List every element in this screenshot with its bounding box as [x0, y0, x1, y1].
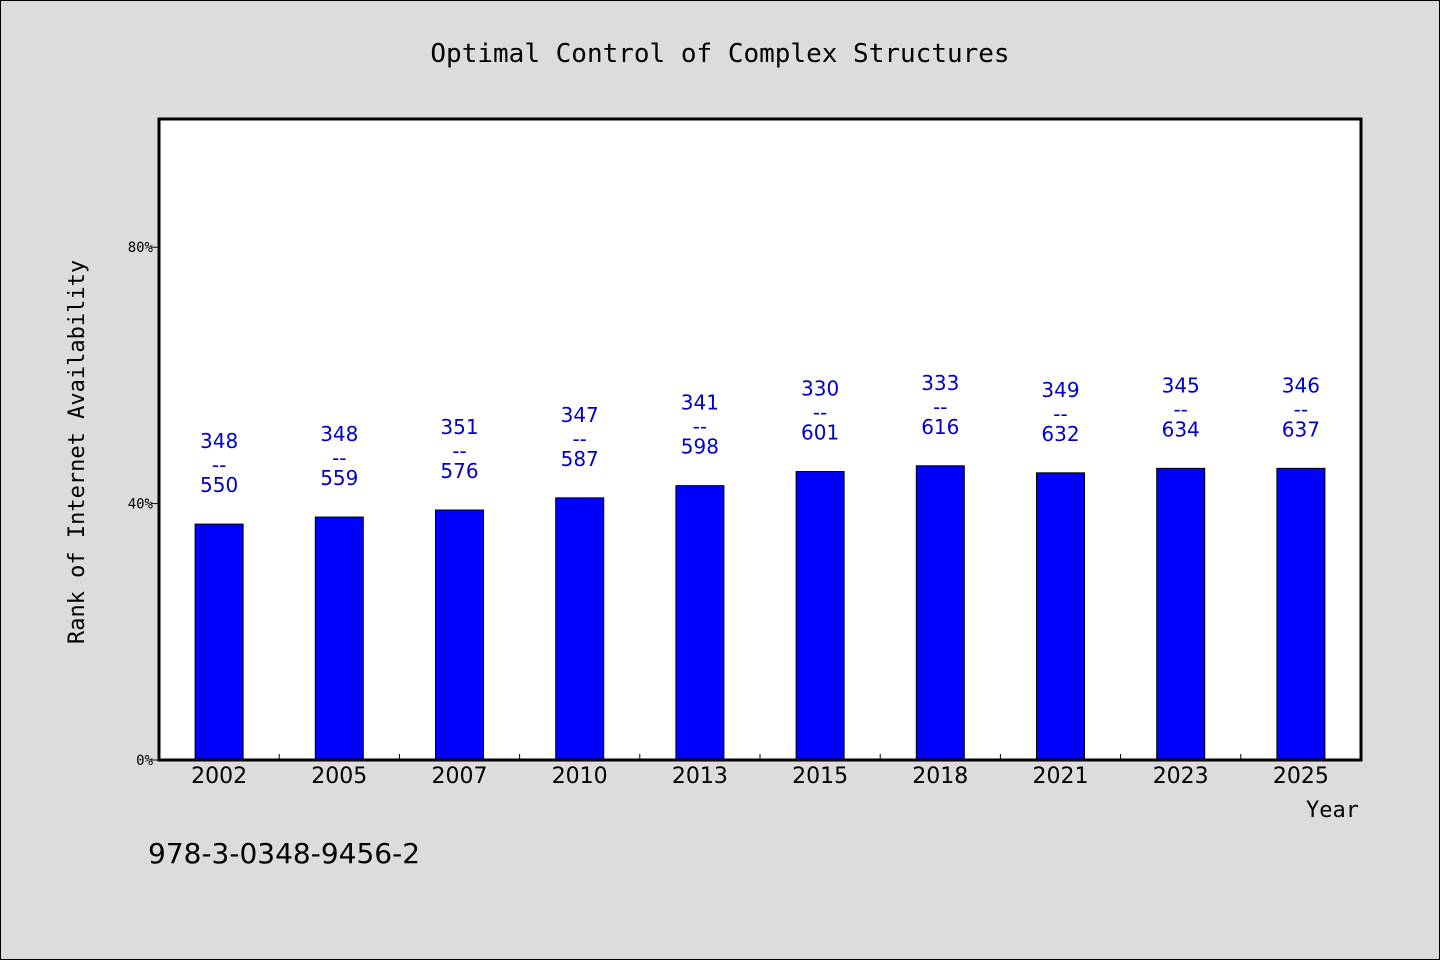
bar-label-top: 351 [440, 415, 478, 439]
bar-label-top: 345 [1162, 373, 1200, 397]
bar-label-separator: -- [693, 415, 707, 439]
bar-label-bottom: 559 [320, 466, 358, 490]
bars-layer [194, 465, 1326, 761]
y-tick-label: 0% [136, 753, 153, 769]
bar-label-top: 348 [200, 429, 238, 453]
bar-label-top: 341 [681, 391, 719, 415]
plot-border [157, 117, 1363, 762]
bar [555, 497, 605, 761]
bar-label-top: 330 [801, 377, 839, 401]
bar-label-top: 347 [561, 403, 599, 427]
bar-label-separator: -- [212, 453, 226, 477]
bar-label-top: 346 [1282, 373, 1320, 397]
bar-label-bottom: 598 [681, 435, 719, 459]
bar [1156, 467, 1206, 761]
bar-label-separator: -- [933, 395, 947, 419]
bar-label-bottom: 601 [801, 421, 839, 445]
bar-label-separator: -- [572, 427, 586, 451]
isbn-text: 978-3-0348-9456-2 [148, 837, 420, 870]
bar-label-separator: -- [1053, 402, 1067, 426]
bar-label-bottom: 550 [200, 473, 238, 497]
x-tick-label: 2007 [432, 764, 488, 789]
x-tick-label: 2021 [1033, 764, 1089, 789]
bar-label-bottom: 637 [1282, 417, 1320, 441]
bar [435, 509, 484, 761]
bar-label-bottom: 576 [440, 459, 478, 483]
bar [1276, 467, 1326, 761]
bar [915, 465, 965, 761]
bar [675, 485, 725, 761]
x-axis-ticks: 2002 2005 2007 2010 2013 2015 2018 2021 2023 2025 [191, 754, 1329, 789]
x-axis-label: Year [1306, 798, 1359, 823]
bar-label-top: 348 [320, 422, 358, 446]
bar-label-bottom: 616 [921, 415, 959, 439]
bar [1036, 472, 1085, 761]
bar-label-top: 333 [921, 371, 959, 395]
bar-label-bottom: 634 [1162, 417, 1200, 441]
bar-label-separator: -- [813, 401, 827, 425]
bar [194, 523, 244, 761]
x-tick-label: 2015 [792, 764, 848, 789]
bar-label-separator: -- [1173, 397, 1187, 421]
y-axis-label: Rank of Internet Availability [65, 260, 90, 644]
bar [314, 516, 364, 761]
y-axis-ticks: 0% 40% 80% [128, 240, 159, 769]
chart-title: Optimal Control of Complex Structures [430, 39, 1009, 69]
bar-label-top: 349 [1041, 378, 1079, 402]
x-tick-label: 2010 [552, 764, 608, 789]
x-tick-label: 2005 [311, 764, 367, 789]
y-tick-label: 40% [128, 497, 154, 513]
x-tick-label: 2013 [672, 764, 728, 789]
bar-label-separator: -- [452, 439, 466, 463]
x-tick-label: 2025 [1273, 764, 1329, 789]
x-tick-label: 2002 [191, 764, 247, 789]
x-tick-label: 2023 [1153, 764, 1209, 789]
bar-label-separator: -- [332, 446, 346, 470]
bar [795, 471, 845, 761]
bar-label-bottom: 587 [561, 447, 599, 471]
y-tick-label: 80% [128, 240, 154, 256]
bar-label-bottom: 632 [1041, 422, 1079, 446]
x-tick-label: 2018 [912, 764, 968, 789]
bar-labels-layer: 348--550348--559351--576347--587341--598… [200, 371, 1320, 497]
bar-label-separator: -- [1294, 397, 1308, 421]
